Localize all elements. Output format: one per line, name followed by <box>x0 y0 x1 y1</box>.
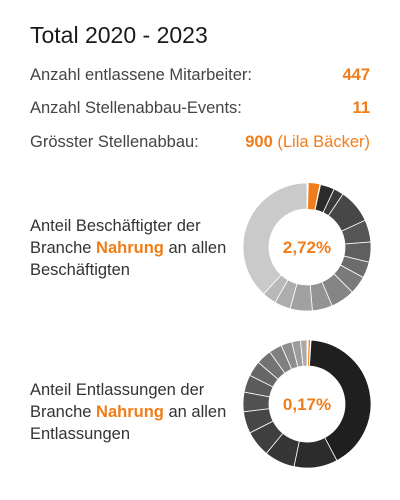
donut1-center-label: 2,72% <box>283 238 331 257</box>
stat-label: Anzahl entlassene Mitarbeiter: <box>30 66 252 84</box>
donut1-text-before: Anteil Beschäftigter der Branche <box>30 217 201 257</box>
donut1-text-after: an allen Beschäftigten <box>30 239 227 279</box>
donut2-text-before: Anteil Entlassungen der Branche <box>30 381 205 421</box>
donut-segment <box>299 339 308 367</box>
donut2-description: Anteil Entlassungen der Branche Nahrung … <box>30 379 245 445</box>
donut1-segments <box>242 182 372 312</box>
stat-row-events: Anzahl Stellenabbau-Events: 11 <box>30 99 370 125</box>
donut1-highlight: Nahrung <box>96 239 164 257</box>
donut2-highlight: Nahrung <box>96 403 164 421</box>
stat-value: 900 <box>245 133 273 151</box>
donut1-description: Anteil Beschäftigter der Branche Nahrung… <box>30 215 245 281</box>
stat-row-groesster: Grösster Stellenabbau: 900 (Lila Bäcker) <box>30 133 370 159</box>
highlight-segment <box>307 183 320 210</box>
donut2-center-label: 0,17% <box>283 395 331 414</box>
stat-value: 11 <box>352 99 370 117</box>
donut2-text-after: an allen Entlassungen <box>30 403 227 443</box>
stat-label: Anzahl Stellenabbau-Events: <box>30 99 242 117</box>
donut2-segments <box>242 339 372 469</box>
donut-chart-employees: 2,72% <box>242 182 372 312</box>
donut-segment <box>242 182 308 295</box>
highlight-segment <box>307 340 311 367</box>
stat-value-group: 900 (Lila Bäcker) <box>245 133 370 152</box>
stat-row-entlassene: Anzahl entlassene Mitarbeiter: 447 <box>30 66 370 92</box>
page-title: Total 2020 - 2023 <box>30 22 208 48</box>
stat-value: 447 <box>342 66 370 84</box>
donut-chart-layoffs: 0,17% <box>242 339 372 469</box>
stat-label: Grösster Stellenabbau: <box>30 133 199 151</box>
stat-value-company: (Lila Bäcker) <box>277 133 370 151</box>
donut-segment <box>309 339 372 462</box>
